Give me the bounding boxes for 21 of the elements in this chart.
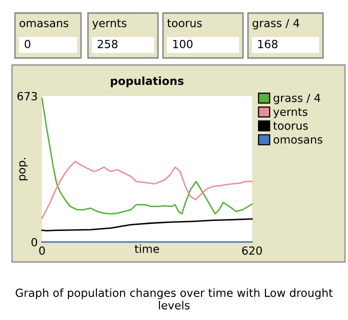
text: omasans [20,20,68,28]
legend-label: toorus [273,122,308,130]
line-series [41,160,253,219]
text: toorus [167,19,202,28]
text: grass / 4 [252,18,300,30]
text: Graph of population changes over time with Low drought levels [16,288,333,310]
x-axis-title: time [134,244,159,254]
text: 0 [24,40,30,48]
text: 168 [258,40,278,48]
x-tick-label: 620 [242,246,262,255]
y-axis-title: pop. [19,158,28,180]
line-series [41,218,253,232]
y-tick-label: 673 [17,92,37,100]
chart-title: populations [110,76,184,88]
legend-label: omosans [274,137,322,144]
legend-label: grass / 4 [274,94,320,104]
text: yernts [92,19,126,30]
text: 258 [98,40,118,48]
line-series [41,98,253,214]
legend-label: yernts [273,108,308,118]
text: 100 [173,40,192,48]
